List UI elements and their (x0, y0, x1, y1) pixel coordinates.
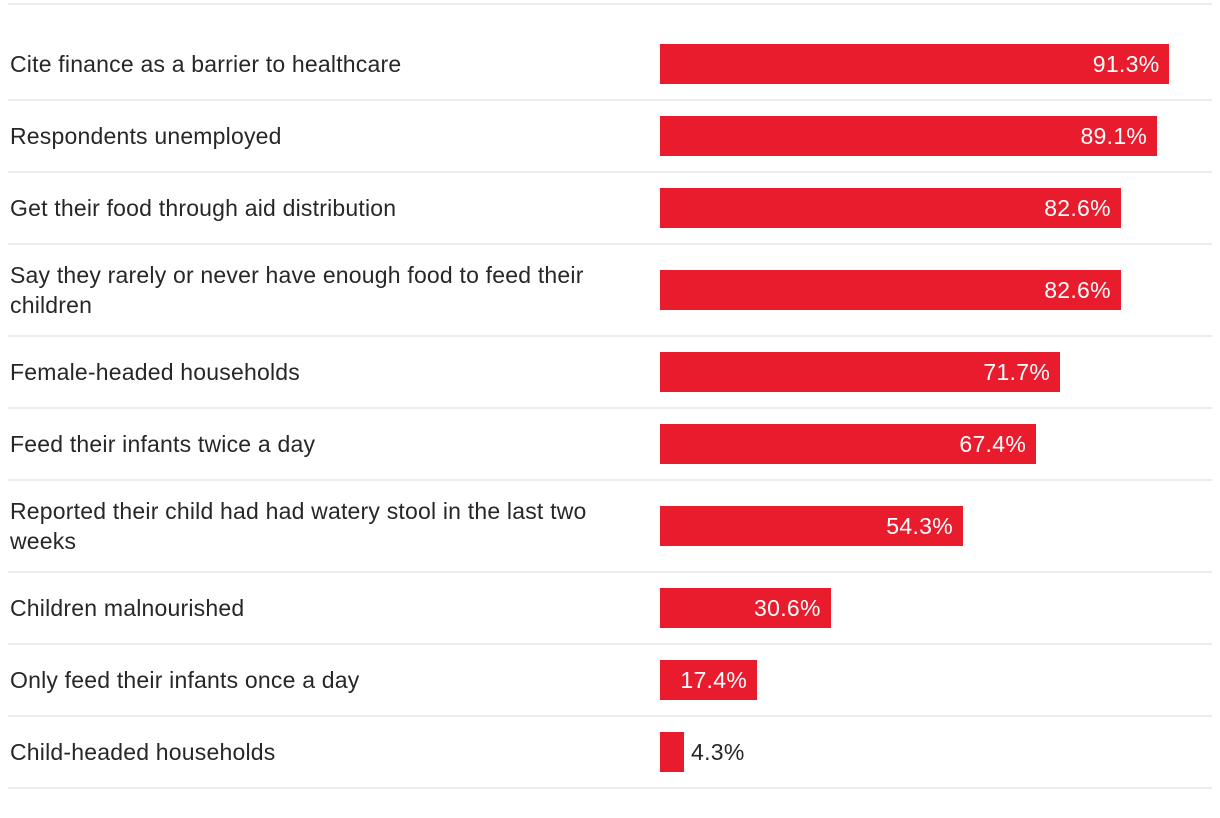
value-label-outside: 4.3% (690, 738, 745, 765)
value-label-inside: 89.1% (1080, 122, 1148, 149)
category-label: Respondents unemployed (0, 121, 660, 151)
bar-track: 30.6% (660, 588, 1218, 628)
value-label-inside: 54.3% (886, 512, 953, 539)
chart-row: Cite finance as a barrier to healthcare … (0, 28, 1220, 101)
bar (660, 732, 684, 772)
bar-track: 89.1% (660, 116, 1218, 156)
value-label-inside: 17.4% (680, 666, 748, 693)
category-label-text: Female-headed households (10, 359, 300, 385)
category-label-text: Only feed their infants once a day (10, 667, 360, 693)
category-label: Only feed their infants once a day (0, 665, 660, 695)
bar-track: 82.6% (660, 270, 1218, 310)
bar-track: 17.4% (660, 660, 1218, 700)
category-label: Say they rarely or never have enough foo… (0, 260, 660, 320)
category-label-text: Children malnourished (10, 595, 245, 621)
bar-track: 82.6% (660, 188, 1218, 228)
chart-row: Female-headed households 71.7% (0, 336, 1220, 409)
category-label-text: Child-headed households (10, 739, 276, 765)
bar-chart: Cite finance as a barrier to healthcare … (0, 3, 1220, 789)
chart-row: Respondents unemployed 89.1% (0, 100, 1220, 173)
category-label: Cite finance as a barrier to healthcare (0, 49, 660, 79)
category-label: Child-headed households (0, 737, 660, 767)
category-label: Children malnourished (0, 593, 660, 623)
bar: 89.1% (660, 116, 1158, 156)
category-label-text: Get their food through aid distribution (10, 195, 397, 221)
value-label-inside: 91.3% (1092, 50, 1160, 77)
category-label: Feed their infants twice a day (0, 429, 660, 459)
value-label-inside: 30.6% (754, 594, 821, 621)
category-label-text: Cite finance as a barrier to healthcare (10, 51, 402, 77)
bar: 91.3% (660, 44, 1170, 84)
chart-row: Child-headed households 4.3% (0, 716, 1220, 789)
chart-row: Get their food through aid distribution … (0, 172, 1220, 245)
category-label-text: Reported their child had had watery stoo… (10, 498, 587, 554)
bar: 67.4% (660, 424, 1037, 464)
category-label-text: Respondents unemployed (10, 123, 282, 149)
value-label-inside: 82.6% (1044, 194, 1111, 221)
bar-track: 71.7% (660, 352, 1218, 392)
bar-track: 4.3% (660, 732, 1218, 772)
chart-row: Feed their infants twice a day 67.4% (0, 408, 1220, 481)
bar: 54.3% (660, 506, 963, 546)
bar: 30.6% (660, 588, 831, 628)
value-label-inside: 71.7% (983, 358, 1051, 385)
bar: 82.6% (660, 270, 1121, 310)
bar-track: 54.3% (660, 506, 1218, 546)
category-label: Get their food through aid distribution (0, 193, 660, 223)
category-label-text: Feed their infants twice a day (10, 431, 316, 457)
value-label-inside: 67.4% (959, 430, 1027, 457)
chart-row: Only feed their infants once a day 17.4% (0, 644, 1220, 717)
bar: 71.7% (660, 352, 1061, 392)
chart-row: Children malnourished 30.6% (0, 572, 1220, 645)
chart-rows: Cite finance as a barrier to healthcare … (0, 5, 1220, 789)
category-label: Female-headed households (0, 357, 660, 387)
chart-row: Reported their child had had watery stoo… (0, 480, 1220, 573)
bar: 17.4% (660, 660, 758, 700)
value-label-inside: 82.6% (1044, 276, 1111, 303)
bar-track: 91.3% (660, 44, 1218, 84)
chart-top-border (8, 3, 1212, 5)
chart-row: Say they rarely or never have enough foo… (0, 244, 1220, 337)
bar: 82.6% (660, 188, 1121, 228)
bar-track: 67.4% (660, 424, 1218, 464)
category-label: Reported their child had had watery stoo… (0, 496, 660, 556)
category-label-text: Say they rarely or never have enough foo… (10, 262, 584, 318)
